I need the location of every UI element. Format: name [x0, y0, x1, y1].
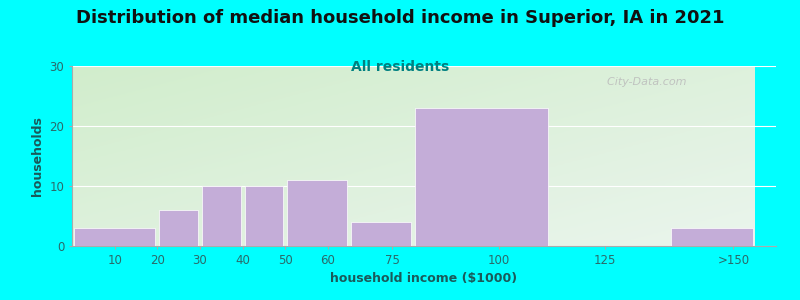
Text: City-Data.com: City-Data.com: [600, 77, 686, 87]
Bar: [351, 222, 411, 246]
Bar: [415, 108, 548, 246]
Bar: [202, 186, 241, 246]
Bar: [245, 186, 283, 246]
Bar: [74, 228, 155, 246]
Text: Distribution of median household income in Superior, IA in 2021: Distribution of median household income …: [76, 9, 724, 27]
Bar: [671, 228, 753, 246]
Bar: [159, 210, 198, 246]
Text: All residents: All residents: [351, 60, 449, 74]
X-axis label: household income ($1000): household income ($1000): [330, 272, 518, 285]
Bar: [287, 180, 347, 246]
Y-axis label: households: households: [31, 116, 44, 196]
